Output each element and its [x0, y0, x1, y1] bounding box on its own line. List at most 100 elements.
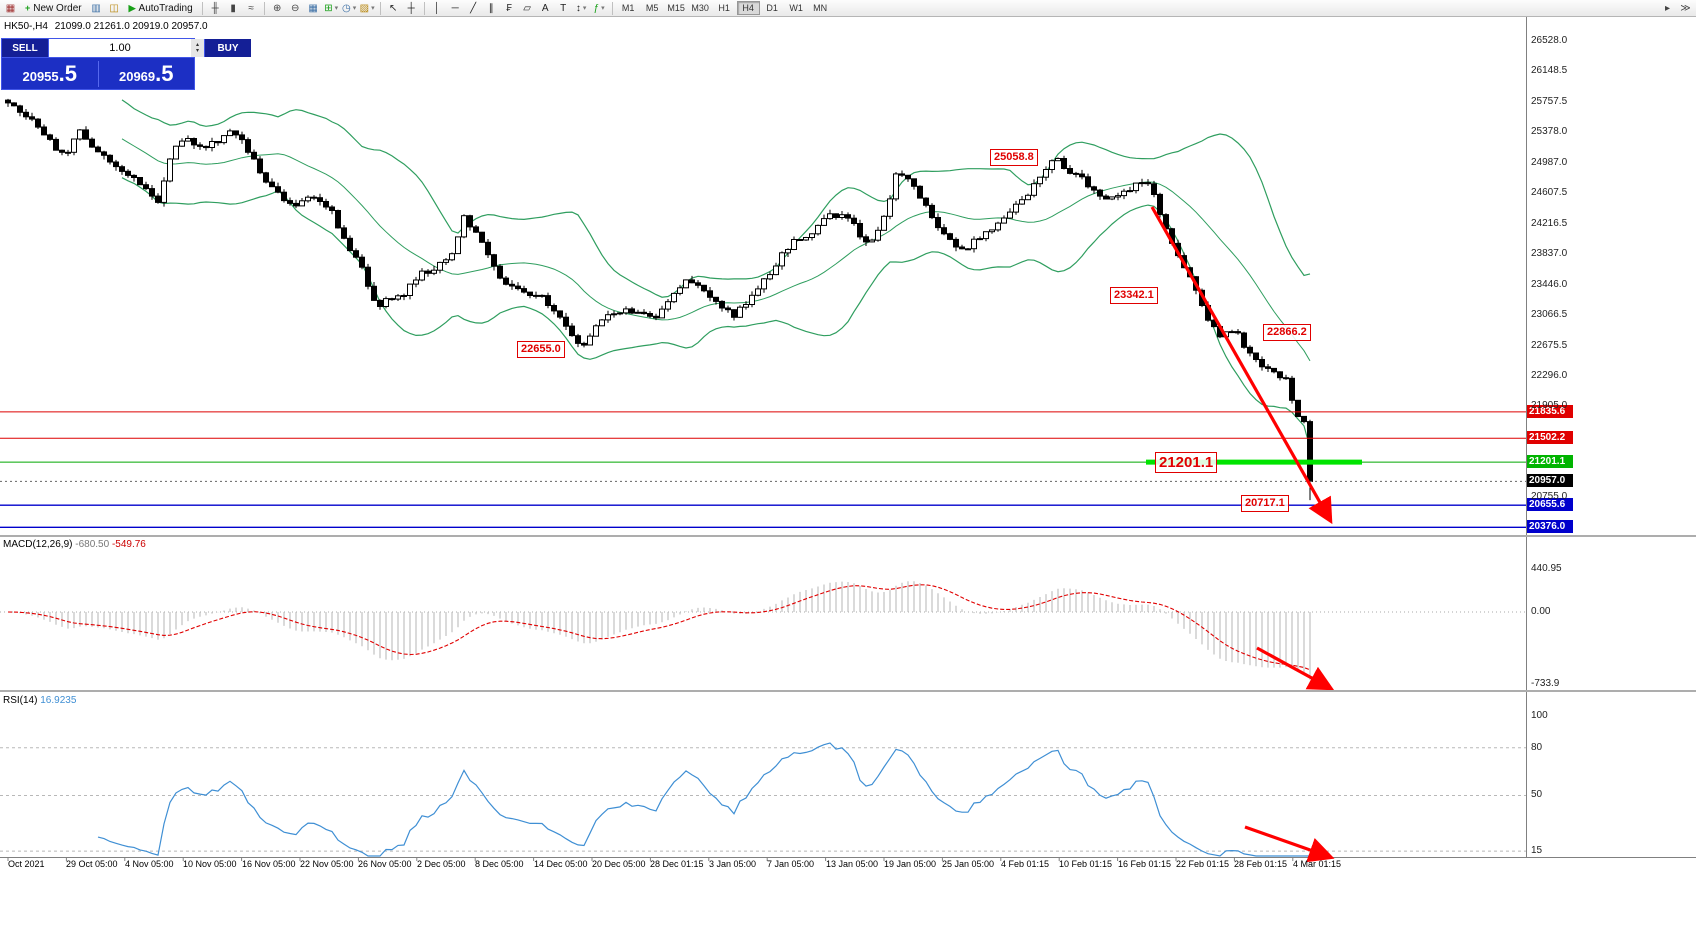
- candle-body: [905, 174, 911, 180]
- candle-body: [299, 200, 305, 207]
- candle-body: [35, 118, 41, 128]
- volume-input[interactable]: [49, 39, 191, 57]
- timeframe-h4-button[interactable]: H4: [736, 1, 760, 15]
- candle-body: [761, 278, 767, 290]
- price-annotation-25058.8[interactable]: 25058.8: [990, 149, 1038, 166]
- candle-body: [893, 173, 899, 200]
- candle-body: [1043, 169, 1049, 178]
- new-order-button[interactable]: + New Order: [20, 1, 87, 16]
- trade-panel-divider: [97, 60, 99, 87]
- candle-body: [1253, 352, 1259, 360]
- symbol-info: HK50-,H4 21099.0 21261.0 20919.0 20957.0: [4, 21, 212, 32]
- candle-body: [827, 213, 833, 220]
- profiles-icon[interactable]: ▥: [91, 2, 101, 14]
- chart-shift-icon[interactable]: ▸: [1664, 2, 1671, 14]
- candle-body: [1019, 199, 1025, 205]
- candlestick-chart-icon[interactable]: ▮: [230, 2, 236, 14]
- zoom-in-icon[interactable]: ⊕: [272, 2, 282, 14]
- price-annotation-22655.0[interactable]: 22655.0: [517, 341, 565, 358]
- timeframe-h1-button[interactable]: H1: [718, 3, 730, 13]
- price-annotation-22866.2[interactable]: 22866.2: [1263, 324, 1311, 341]
- price-annotation-23342.1[interactable]: 23342.1: [1110, 287, 1158, 304]
- new-order-button-label: New Order: [33, 2, 82, 14]
- autotrading-button[interactable]: ▶ AutoTrading: [124, 1, 198, 16]
- auto-scroll-icon[interactable]: ≫: [1680, 2, 1691, 14]
- line-chart-icon[interactable]: ≈: [248, 2, 254, 14]
- rsi-panel-resize-handle[interactable]: [0, 690, 1696, 692]
- candle-body: [557, 310, 563, 318]
- timeframe-d1-button[interactable]: D1: [766, 3, 778, 13]
- trend-arrow-macd[interactable]: [1256, 646, 1335, 691]
- tile-windows-icon[interactable]: ▦: [308, 2, 318, 14]
- price-annotation-21201.1[interactable]: 21201.1: [1155, 452, 1218, 473]
- candle-body: [707, 290, 713, 298]
- new-chart-icon[interactable]: ▦: [5, 2, 16, 14]
- macd-name: MACD(12,26,9): [3, 539, 73, 550]
- candle-body: [233, 130, 239, 136]
- sell-price-button[interactable]: 20955.5: [2, 62, 98, 85]
- timeframe-m1-button[interactable]: M1: [621, 3, 635, 13]
- candle-body: [857, 223, 863, 238]
- time-axis-label: 4 Feb 01:15: [1001, 859, 1050, 869]
- shapes-icon[interactable]: ▱: [523, 2, 531, 14]
- trendline-icon[interactable]: ╱: [470, 2, 477, 14]
- template-icon[interactable]: ▨: [359, 1, 376, 16]
- time-axis-label: 2 Dec 05:00: [417, 859, 466, 869]
- buy-button[interactable]: BUY: [205, 39, 251, 57]
- rsi-axis-label: 15: [1531, 845, 1543, 856]
- label-icon[interactable]: T: [560, 2, 567, 14]
- toolbar: ▦ +New Order ▥ ◫ ▶AutoTrading ╫ ▮ ≈ ⊕ ⊖ ▦ ⊞◷▨ ↖ ┼ │ ─ ╱ ∥…: [0, 0, 1696, 17]
- data-window-icon[interactable]: ◫: [109, 2, 119, 14]
- arrow-objects-icon[interactable]: ↕: [573, 1, 590, 16]
- fibonacci-icon[interactable]: ₣: [506, 2, 512, 14]
- channel-icon[interactable]: ∥: [488, 2, 494, 14]
- candle-body: [1289, 377, 1295, 401]
- candle-body: [83, 129, 89, 140]
- candle-body: [503, 277, 509, 285]
- indicators-icon[interactable]: ƒ: [591, 1, 608, 16]
- price-marker-label-20376.0: 20376.0: [1527, 520, 1573, 533]
- trend-arrow-main[interactable]: [1150, 206, 1333, 525]
- text-icon[interactable]: A: [541, 2, 549, 14]
- price-annotation-20717.1[interactable]: 20717.1: [1241, 495, 1289, 512]
- candle-body: [5, 99, 11, 104]
- candle-body: [41, 126, 47, 136]
- horizontal-line-icon[interactable]: ─: [451, 2, 459, 14]
- timeframe-m30-button[interactable]: M30: [691, 3, 709, 13]
- zoom-out-icon[interactable]: ⊖: [290, 2, 300, 14]
- period-icon[interactable]: ◷: [341, 1, 358, 16]
- spinner-down-icon[interactable]: ▾: [195, 48, 199, 54]
- candle-body: [815, 224, 821, 235]
- cursor-icon[interactable]: ↖: [388, 2, 398, 14]
- timeframe-mn-button[interactable]: MN: [813, 3, 828, 13]
- price-axis-label: 22675.5: [1531, 340, 1568, 351]
- macd-panel-resize-handle[interactable]: [0, 535, 1696, 537]
- new-order-icon: +: [25, 3, 31, 13]
- candle-body: [1301, 415, 1307, 423]
- sell-button[interactable]: SELL: [2, 39, 48, 57]
- timeframe-m15-button[interactable]: M15: [667, 3, 685, 13]
- crosshair-icon[interactable]: ┼: [407, 2, 415, 14]
- candle-body: [461, 215, 467, 238]
- auto-arrange-icon[interactable]: ⊞: [323, 1, 340, 16]
- volume-spinner[interactable]: ▴ ▾: [191, 39, 204, 57]
- time-axis[interactable]: Oct 2021 29 Oct 05:00 4 Nov 05:00 10 Nov 05…: [0, 857, 1696, 875]
- bar-chart-icon[interactable]: ╫: [211, 2, 219, 14]
- macd-axis-label: -733.9: [1531, 678, 1560, 689]
- buy-price-button[interactable]: 20969.5: [99, 62, 195, 85]
- timeframe-m5-button[interactable]: M5: [645, 3, 659, 13]
- spinner-up-icon[interactable]: ▴: [195, 42, 199, 48]
- candle-body: [719, 300, 725, 309]
- price-axis-label: 25757.5: [1531, 96, 1568, 107]
- candle-body: [641, 311, 647, 315]
- candle-body: [623, 308, 629, 314]
- timeframe-w1-button[interactable]: W1: [789, 3, 803, 13]
- vertical-line-icon[interactable]: │: [434, 2, 441, 14]
- time-axis-label: 28 Dec 01:15: [650, 859, 704, 869]
- price-axis[interactable]: 21835.6 21502.2 21201.1 20957.0 20655.6 20376…: [1526, 0, 1696, 857]
- trend-arrow-rsi[interactable]: [1244, 825, 1335, 863]
- candle-body: [1121, 190, 1127, 197]
- candle-body: [275, 186, 281, 193]
